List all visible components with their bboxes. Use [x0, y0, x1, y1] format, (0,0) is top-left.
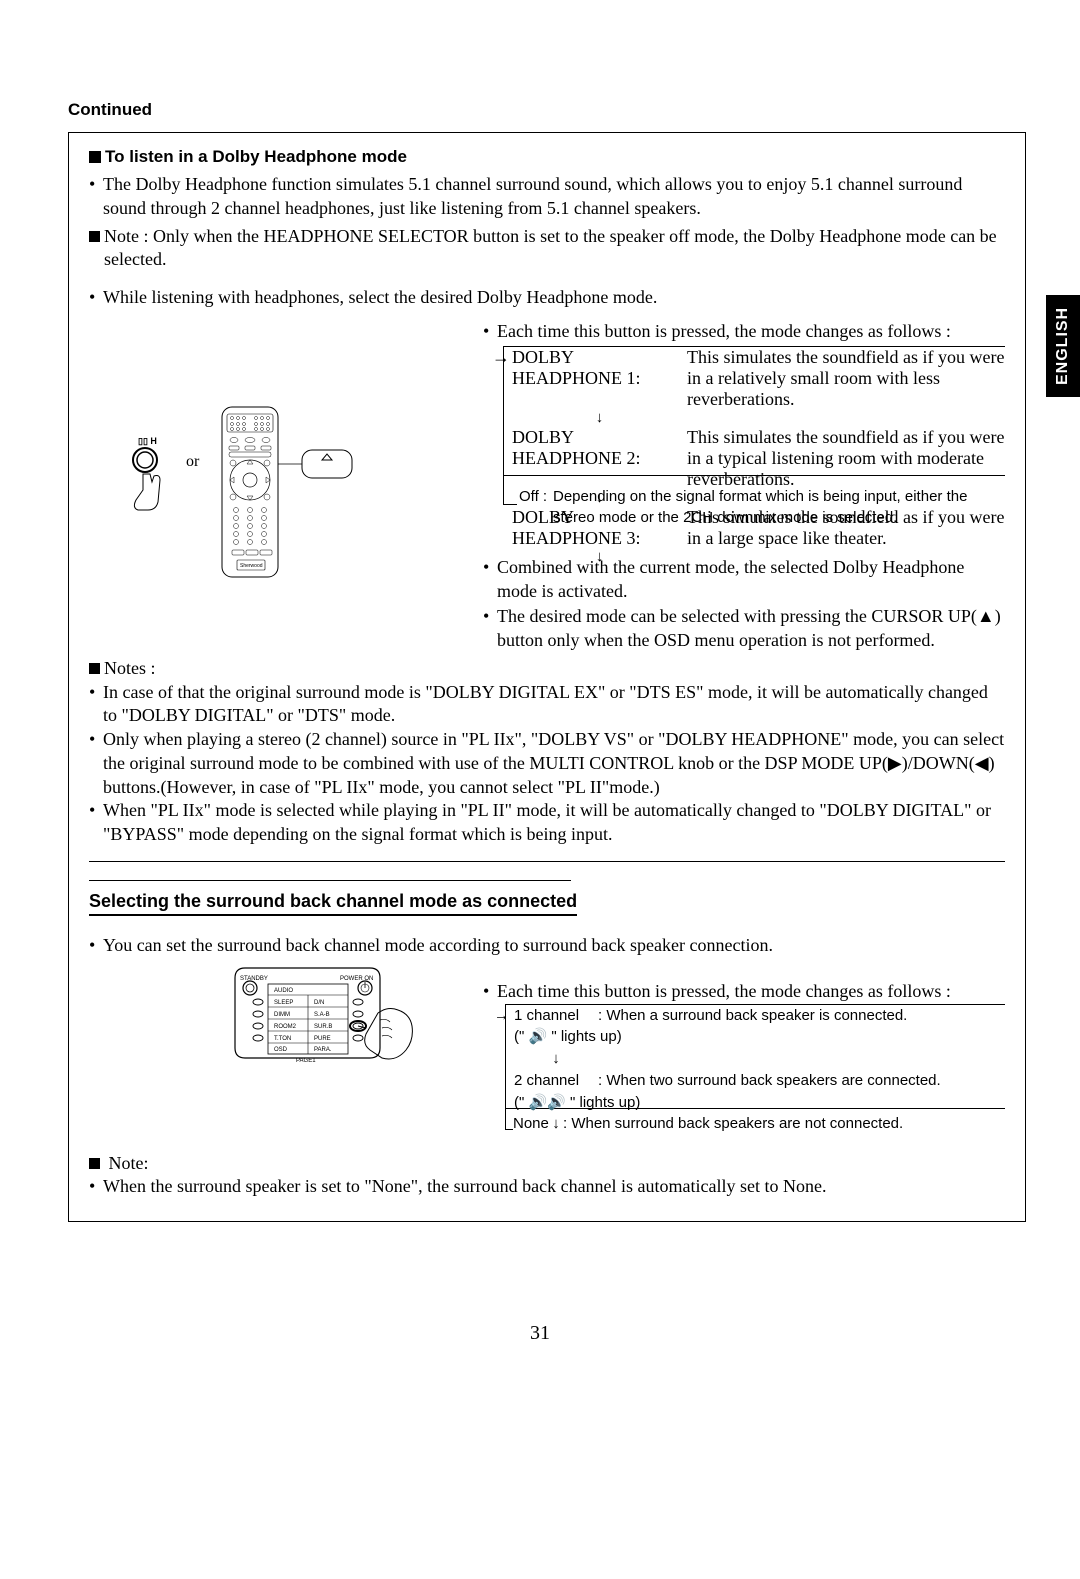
- ch-mode-label: 2 channel: [514, 1070, 598, 1092]
- svg-text:SLEEP: SLEEP: [274, 1000, 293, 1006]
- page-number: 31: [0, 1322, 1080, 1345]
- continued-label: Continued: [68, 100, 1026, 120]
- section2-title: Selecting the surround back channel mode…: [89, 891, 577, 916]
- section2-intro: You can set the surround back channel mo…: [103, 934, 1005, 958]
- ch-mode-desc: : When surround back speakers are not co…: [563, 1113, 1005, 1135]
- svg-text:PAGE1: PAGE1: [296, 1058, 316, 1064]
- ch-mode-desc: : When two surround back speakers are co…: [598, 1070, 1005, 1092]
- ch-mode-label: →1 channel: [514, 1005, 598, 1027]
- mode2-desc: This simulates the soundfield as if you …: [687, 427, 1005, 490]
- svg-text:▯▯ H: ▯▯ H: [138, 436, 157, 446]
- ch-mode-desc: : When a surround back speaker is connec…: [598, 1005, 1005, 1027]
- section-divider: [89, 861, 1005, 862]
- svg-text:AUDIO: AUDIO: [274, 988, 293, 994]
- svg-text:OSD: OSD: [274, 1047, 288, 1053]
- mode3-label: DOLBY HEADPHONE 3:: [512, 507, 687, 549]
- bullet-square-icon: [89, 151, 101, 163]
- section1-instruction: While listening with headphones, select …: [103, 286, 1005, 310]
- lights-up-text: (" 🔊 " lights up): [514, 1026, 1005, 1048]
- section1-title: To listen in a Dolby Headphone mode: [89, 147, 1005, 167]
- svg-text:S.A-B: S.A-B: [314, 1012, 330, 1018]
- section1-intro: The Dolby Headphone function simulates 5…: [103, 173, 1005, 221]
- section2-each-press: Each time this button is pressed, the mo…: [497, 980, 951, 1004]
- cursor-text: The desired mode can be selected with pr…: [497, 605, 1005, 653]
- svg-text:ROOM2: ROOM2: [274, 1024, 297, 1030]
- bullet-square-icon: [89, 663, 100, 674]
- main-content-box: To listen in a Dolby Headphone mode • Th…: [68, 132, 1026, 1222]
- section2-note-label: Note:: [109, 1153, 149, 1173]
- mode1-label: →DOLBY HEADPHONE 1:: [512, 347, 687, 410]
- lights-up-text: (" 🔊🔊 " lights up): [514, 1092, 1005, 1114]
- down-arrow-icon: ↓: [512, 490, 687, 507]
- svg-text:PARA.: PARA.: [314, 1047, 332, 1053]
- panel-diagram: STANDBY POWER ON AUDIO SLEEP D/N DIMM S.…: [230, 958, 430, 1078]
- section1-note1: Note : Only when the HEADPHONE SELECTOR …: [104, 225, 1005, 273]
- svg-text:D/N: D/N: [314, 1000, 324, 1006]
- mode1-desc: This simulates the soundfield as if you …: [687, 347, 1005, 410]
- remote-diagram: ▯▯ H or Sherwood: [90, 402, 366, 582]
- svg-text:POWER ON: POWER ON: [340, 976, 373, 982]
- mode3-desc: This simulates the soundfield as if you …: [687, 507, 1005, 549]
- down-arrow-icon: ↓: [512, 410, 687, 427]
- bullet-square-icon: [89, 231, 100, 242]
- notes-item: When "PL IIx" mode is selected while pla…: [103, 799, 1005, 847]
- notes-item: Only when playing a stereo (2 channel) s…: [103, 728, 1005, 799]
- bullet-square-icon: [89, 1158, 100, 1169]
- mode2-label: DOLBY HEADPHONE 2:: [512, 427, 687, 490]
- down-arrow-icon: ↓: [512, 549, 687, 566]
- each-press-text: Each time this button is pressed, the mo…: [497, 320, 951, 344]
- svg-text:or: or: [186, 453, 200, 470]
- notes-item: In case of that the original surround mo…: [103, 681, 1005, 729]
- down-arrow-icon: ↓: [514, 1048, 598, 1070]
- svg-text:DIMM: DIMM: [274, 1012, 290, 1018]
- svg-text:SUR.B: SUR.B: [314, 1024, 332, 1030]
- notes-label: Notes :: [104, 658, 156, 678]
- svg-text:STANDBY: STANDBY: [240, 976, 268, 982]
- section2-note: When the surround speaker is set to "Non…: [103, 1175, 1005, 1199]
- down-arrow-icon: ↓: [514, 1113, 598, 1135]
- language-tab: ENGLISH: [1046, 295, 1080, 397]
- svg-text:Sherwood: Sherwood: [240, 563, 263, 569]
- svg-text:T.TON: T.TON: [274, 1036, 291, 1042]
- svg-text:PURE: PURE: [314, 1036, 331, 1042]
